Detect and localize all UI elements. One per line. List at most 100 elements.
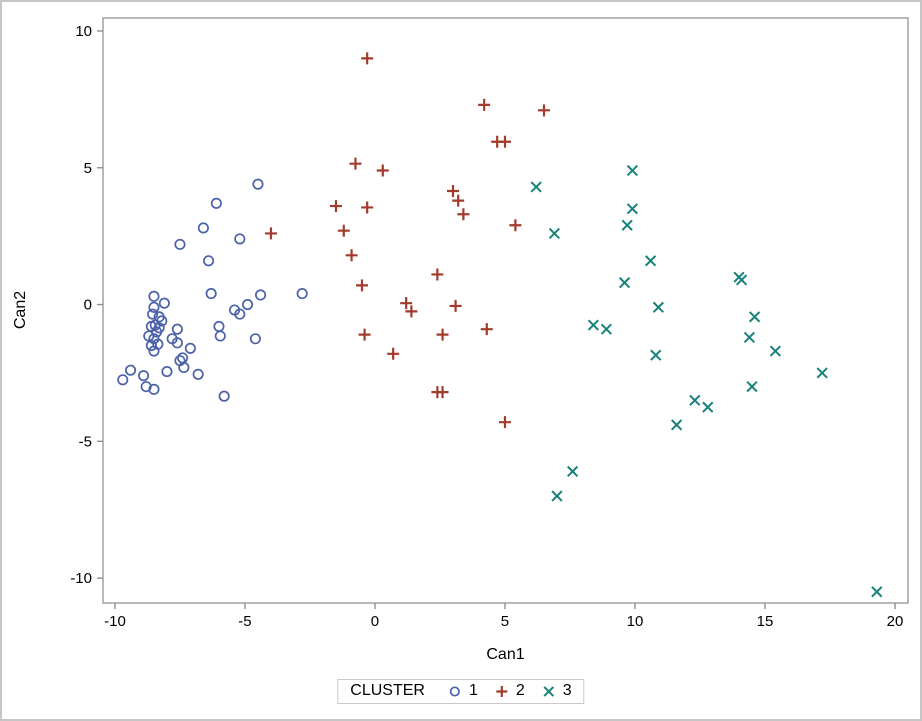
data-point-cluster-2 [405, 305, 418, 318]
data-point-cluster-2 [358, 328, 371, 341]
data-point-cluster-3 [670, 419, 683, 431]
data-point-cluster-2 [400, 297, 413, 310]
data-point-cluster-2 [537, 104, 550, 117]
data-point-cluster-3 [530, 181, 542, 193]
data-point-cluster-1 [148, 290, 160, 302]
circle-glyph [449, 685, 460, 697]
legend-title: CLUSTER [350, 682, 425, 699]
data-point-cluster-1 [151, 326, 163, 338]
data-point-cluster-3 [769, 345, 782, 357]
y-tick-label: 5 [84, 160, 92, 177]
data-point-cluster-3 [621, 219, 633, 231]
y-tick-label: -5 [79, 433, 92, 450]
data-point-cluster-2 [509, 219, 522, 232]
data-point-cluster-3 [748, 311, 761, 323]
data-point-cluster-2 [436, 328, 449, 341]
data-point-cluster-2 [436, 386, 449, 399]
data-point-cluster-1 [210, 197, 222, 209]
x-tick-label: 20 [887, 613, 904, 630]
legend-entry-cluster-1: 1 [447, 682, 478, 700]
data-point-cluster-2 [264, 227, 277, 240]
data-point-cluster-1 [234, 233, 246, 245]
data-point-cluster-2 [449, 299, 462, 312]
legend-entry-label: 2 [515, 682, 525, 699]
data-point-cluster-1 [148, 383, 160, 395]
data-point-cluster-1 [138, 370, 150, 382]
x-tick-label: 5 [501, 613, 509, 630]
data-point-cluster-1 [177, 352, 189, 364]
data-point-cluster-2 [480, 323, 493, 336]
y-tick-label: -10 [70, 570, 92, 587]
data-point-cluster-2 [376, 164, 389, 177]
data-point-cluster-1 [148, 301, 160, 313]
data-point-cluster-1 [152, 338, 164, 350]
y-axis-label: Can2 [12, 290, 29, 330]
data-point-cluster-3 [743, 331, 755, 343]
data-point-cluster-1 [161, 366, 173, 378]
data-point-cluster-2 [387, 347, 400, 360]
data-point-cluster-3 [626, 164, 638, 177]
data-point-cluster-1 [249, 333, 261, 345]
data-point-cluster-2 [345, 249, 358, 262]
data-point-cluster-2 [355, 279, 368, 292]
x-glyph [542, 685, 554, 697]
legend-entry-cluster-2: 2 [494, 682, 525, 700]
data-point-cluster-1 [171, 337, 183, 349]
data-point-cluster-1 [192, 368, 204, 380]
data-point-cluster-1 [156, 315, 168, 327]
data-point-cluster-3 [618, 277, 631, 289]
data-point-cluster-3 [871, 586, 883, 598]
data-point-cluster-3 [650, 349, 662, 361]
data-point-cluster-1 [205, 288, 217, 300]
data-point-cluster-2 [452, 194, 465, 207]
plus-marker-icon [495, 685, 507, 697]
data-point-cluster-1 [214, 330, 226, 342]
data-point-cluster-3 [626, 203, 638, 215]
x-tick-label: 0 [371, 613, 379, 630]
data-point-cluster-1 [171, 323, 183, 335]
data-point-cluster-1 [197, 222, 209, 234]
data-point-cluster-1 [178, 361, 190, 374]
data-point-cluster-3 [746, 381, 758, 393]
data-point-cluster-3 [566, 465, 579, 478]
data-point-cluster-3 [689, 394, 701, 406]
x-axis-label: Can1 [486, 646, 525, 663]
x-tick-label: 15 [757, 613, 774, 630]
data-point-cluster-3 [735, 274, 748, 286]
data-point-cluster-2 [329, 200, 342, 213]
data-point-cluster-3 [702, 401, 714, 413]
data-point-cluster-3 [652, 301, 664, 313]
data-point-cluster-1 [218, 390, 230, 402]
data-point-cluster-1 [255, 289, 267, 301]
data-point-cluster-1 [203, 255, 215, 267]
y-tick-label: 0 [84, 297, 92, 314]
legend-box: CLUSTER 1 2 3 [337, 679, 585, 704]
data-point-cluster-2 [498, 416, 511, 429]
data-point-cluster-1 [242, 299, 254, 311]
legend-entry-label: 1 [468, 682, 478, 699]
data-point-cluster-3 [816, 367, 828, 379]
data-point-cluster-2 [349, 157, 362, 170]
plot-frame [102, 17, 909, 604]
data-point-cluster-3 [551, 490, 563, 502]
data-point-cluster-1 [234, 308, 246, 320]
data-point-cluster-2 [457, 208, 470, 221]
x-marker-icon [542, 685, 554, 697]
data-point-cluster-1 [158, 297, 170, 309]
data-point-cluster-3 [600, 323, 612, 335]
data-point-cluster-2 [446, 185, 459, 198]
data-point-cluster-2 [431, 268, 444, 281]
data-point-cluster-1 [117, 374, 129, 386]
data-point-cluster-2 [337, 224, 350, 237]
data-point-cluster-1 [147, 308, 159, 320]
y-tick-label: 10 [75, 23, 92, 40]
data-point-cluster-2 [361, 201, 374, 214]
data-point-cluster-2 [498, 135, 511, 148]
data-point-cluster-1 [174, 238, 186, 250]
data-point-cluster-1 [184, 342, 196, 354]
data-point-cluster-1 [296, 288, 308, 300]
circle-marker-icon [449, 685, 460, 697]
plus-glyph [495, 685, 507, 697]
data-point-cluster-1 [145, 340, 157, 352]
